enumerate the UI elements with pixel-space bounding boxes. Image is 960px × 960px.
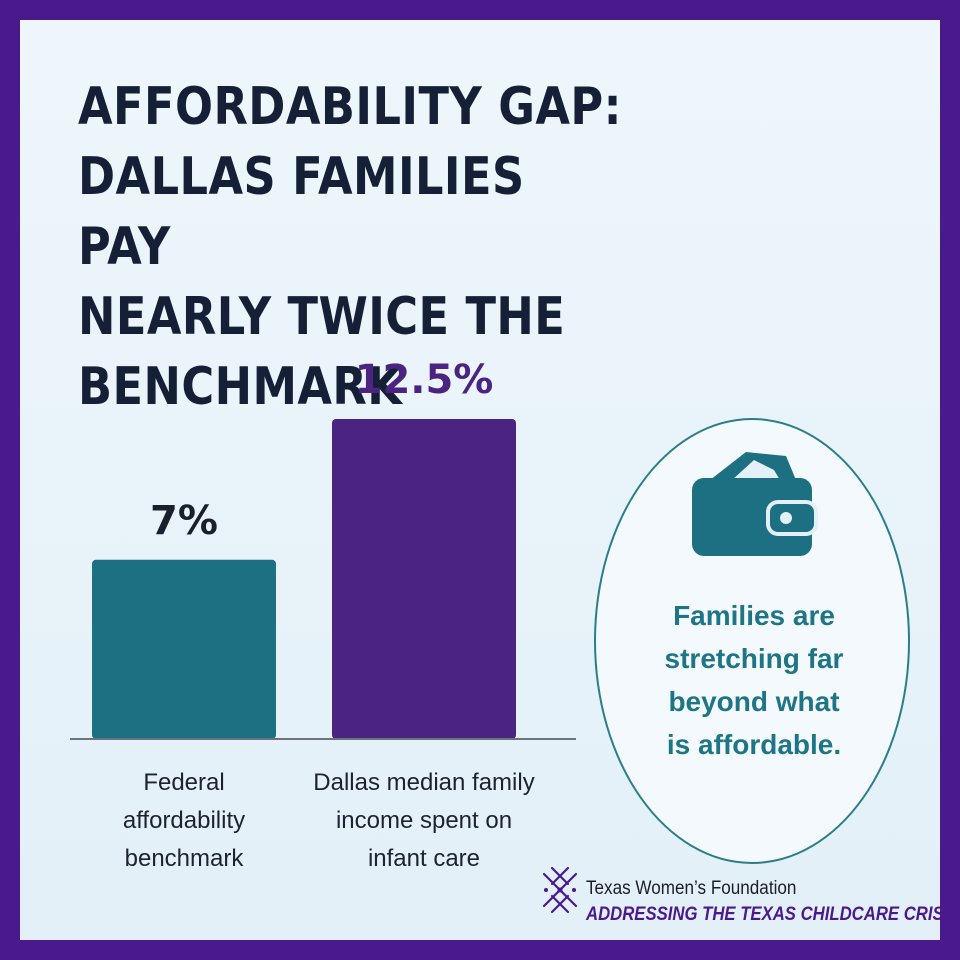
bar-value-label-2: 12.5% (355, 357, 494, 403)
category-label-line: infant care (368, 845, 480, 872)
infographic-frame: AFFORDABILITY GAP: DALLAS FAMILIES PAY N… (20, 20, 940, 940)
organization-name: Texas Women’s Foundation (586, 878, 797, 899)
foundation-logo-icon (542, 866, 578, 914)
category-label-line: income spent on (336, 807, 512, 834)
bar-1 (92, 559, 276, 739)
bar-2 (332, 419, 516, 739)
category-label-line: Dallas median family (313, 769, 534, 796)
bar-chart: 7% Federal affordability benchmark 12.5% Dall… (70, 357, 576, 872)
bar-group (92, 419, 516, 739)
callout-bubble: Families are stretching far beyond what … (594, 418, 910, 864)
callout-text: Families are stretching far beyond what … (664, 600, 844, 760)
branding: Texas Women’s Foundation ADDRESSING THE … (540, 866, 940, 926)
category-label-1: Federal affordability benchmark (123, 769, 245, 872)
campaign-tagline: ADDRESSING THE TEXAS CHILDCARE CRISIS (586, 904, 940, 925)
category-label-2: Dallas median family income spent on infan… (313, 769, 534, 872)
category-label-line: benchmark (125, 845, 245, 872)
bar-value-label-1: 7% (150, 498, 218, 544)
label-group: 7% Federal affordability benchmark 12.5% Dall… (123, 357, 535, 872)
wallet-icon (692, 452, 818, 556)
category-label-line: Federal (143, 769, 224, 796)
page-title: AFFORDABILITY GAP: DALLAS FAMILIES PAY N… (78, 77, 622, 417)
category-label-line: affordability (123, 807, 245, 834)
